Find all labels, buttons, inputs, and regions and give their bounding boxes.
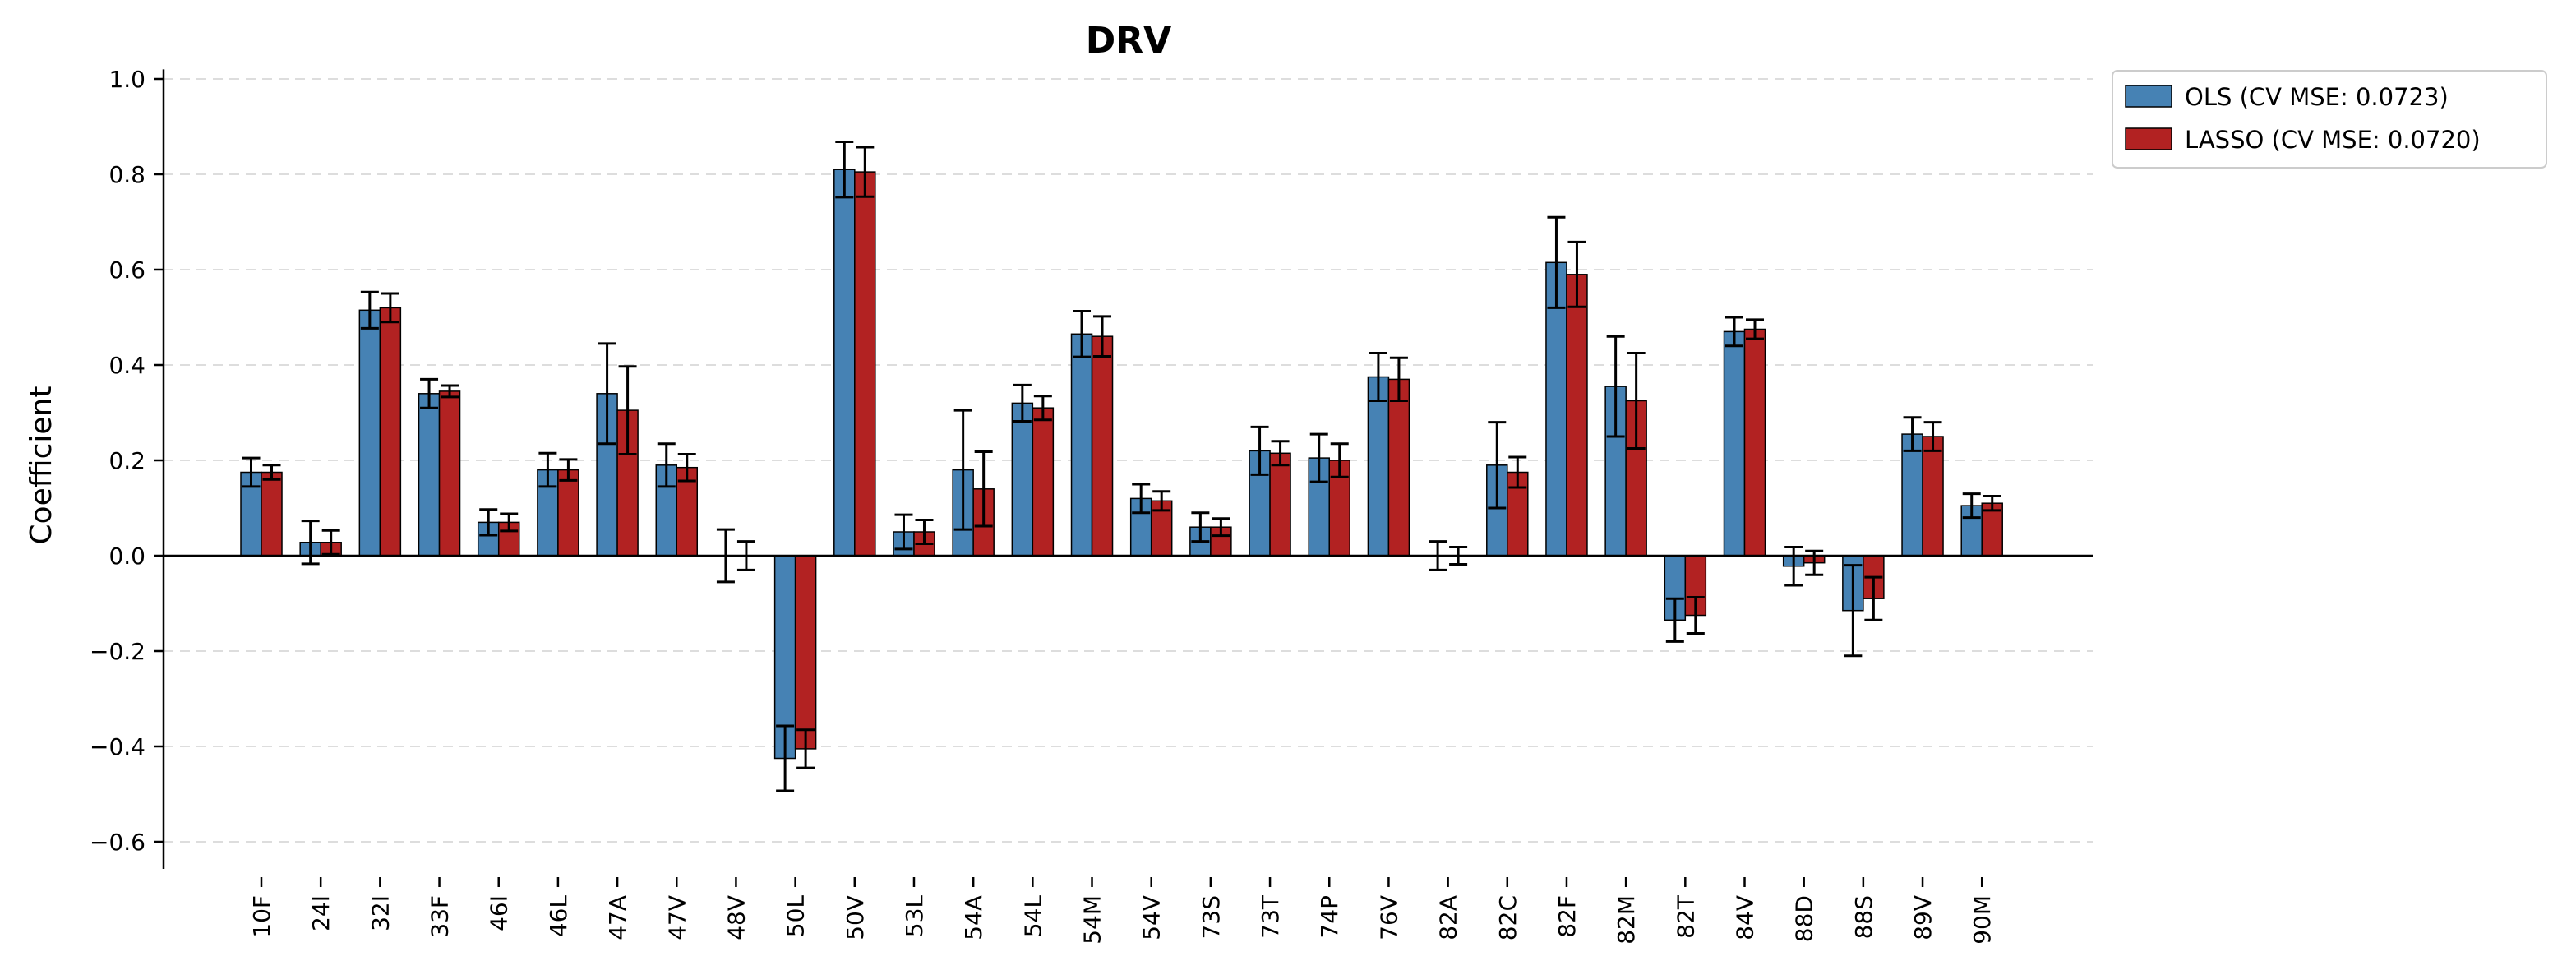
bar (676, 466, 699, 557)
x-tick-label: 54A (960, 895, 987, 940)
x-tick-label: 32I (367, 895, 394, 931)
y-tick-label: 0.6 (108, 256, 145, 284)
x-tick-label: 89V (1909, 895, 1937, 940)
bar (379, 307, 402, 557)
x-tick-label: 73S (1198, 895, 1225, 939)
axes: −0.6 −0.4 −0.2 0.0 0.2 0.4 0.6 0.8 1.0 10F 24I 32I 3… (90, 66, 2093, 945)
x-tick-label: 46L (545, 895, 572, 938)
bar (1011, 402, 1034, 557)
x-tick-label: 47V (663, 895, 690, 940)
bar (794, 555, 817, 750)
bar (833, 169, 856, 557)
y-tick-label: 0.2 (108, 447, 145, 474)
x-tick-label: 53L (901, 895, 928, 938)
bar (1387, 378, 1410, 557)
bar (1981, 502, 2003, 557)
legend-swatch-lasso (2125, 127, 2172, 150)
bars (240, 169, 2003, 760)
bar (358, 309, 381, 557)
y-tick-label: 1.0 (108, 66, 145, 93)
x-tick-label: 54L (1019, 895, 1046, 938)
y-tick-label: 0.4 (108, 352, 145, 379)
x-tick-label: 88D (1791, 895, 1818, 942)
x-tick-label: 48V (722, 895, 750, 940)
x-tick-label: 82T (1672, 894, 1699, 939)
x-tick-label: 10F (248, 895, 275, 938)
bar (438, 390, 461, 557)
bar (1367, 376, 1390, 557)
legend-label-ols: OLS (CV MSE: 0.0723) (2185, 83, 2449, 111)
bar (854, 171, 876, 557)
y-tick-label: 0.0 (108, 543, 145, 570)
bar (1032, 407, 1055, 557)
x-tick-label: 24I (307, 895, 335, 931)
x-tick-label: 50V (842, 895, 869, 940)
legend-swatch-ols (2125, 85, 2172, 108)
bar (557, 469, 579, 557)
x-tick-label: 90M (1969, 895, 1996, 945)
x-tick-label: 88S (1850, 895, 1877, 939)
bar (1922, 436, 1944, 557)
bar (1743, 328, 1766, 557)
x-tick-label: 54M (1079, 895, 1106, 945)
legend-label-lasso: LASSO (CV MSE: 0.0720) (2185, 126, 2481, 154)
y-tick-label: −0.4 (90, 733, 145, 760)
x-tick-label: 82M (1613, 895, 1640, 945)
bar (1269, 452, 1291, 557)
bar (1070, 333, 1093, 557)
x-tick-label: 82F (1553, 895, 1581, 938)
grid-lines (164, 78, 2093, 843)
bar (1566, 274, 1588, 557)
error-bars (242, 141, 2001, 792)
x-tick-label: 33F (427, 895, 454, 938)
y-tick-label: 0.8 (108, 161, 145, 188)
legend-frame (2112, 70, 2547, 169)
bar (261, 471, 283, 557)
x-tick-label: 84V (1732, 895, 1759, 940)
y-tick-label: −0.2 (90, 638, 145, 665)
x-tick-label: 76V (1375, 895, 1402, 940)
bar (418, 393, 441, 557)
chart-title: DRV (1086, 20, 1171, 62)
x-tick-label: 82A (1435, 895, 1462, 940)
bar (1901, 433, 1923, 557)
legend: OLS (CV MSE: 0.0723) LASSO (CV MSE: 0.07… (2112, 70, 2547, 169)
x-tick-label: 82C (1494, 895, 1521, 940)
x-tick-label: 74P (1316, 895, 1343, 939)
y-axis-label: Coefficient (25, 386, 58, 545)
x-tick-label: 54V (1138, 895, 1166, 940)
x-tick-label: 47A (604, 895, 631, 940)
x-tick-label: 73T (1257, 894, 1284, 939)
bar (1091, 335, 1114, 557)
bar (1723, 330, 1746, 557)
y-tick-label: −0.6 (90, 829, 145, 856)
x-tick-label: 46I (486, 895, 513, 931)
x-tick-label: 50L (782, 895, 810, 938)
